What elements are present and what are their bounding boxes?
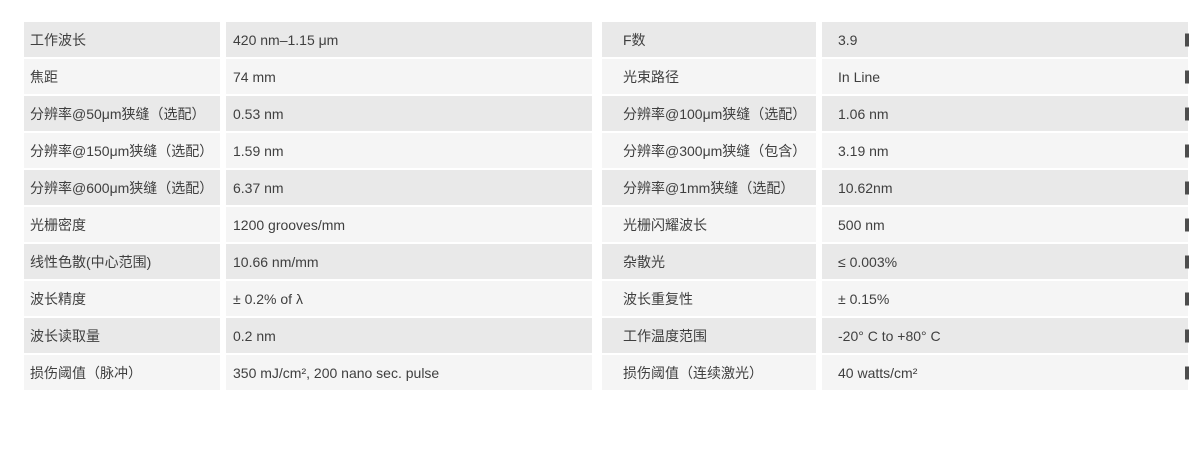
cutoff-text-fragment (1185, 107, 1189, 120)
cutoff-text-fragment (1185, 144, 1189, 157)
spec-row: 分辨率@50μm狭缝（选配） 0.53 nm (24, 96, 592, 133)
spec-label: 分辨率@300μm狭缝（包含） (602, 133, 822, 170)
cutoff-text-fragment (1185, 255, 1189, 268)
spec-row: 工作温度范围 -20° C to +80° C (602, 318, 1189, 355)
spec-label: 分辨率@600μm狭缝（选配） (24, 170, 226, 207)
specs-panel: 工作波长 420 nm–1.15 μm 焦距 74 mm 分辨率@50μm狭缝（… (24, 22, 1189, 392)
spec-value: ± 0.15% (822, 281, 1189, 318)
spec-row: 分辨率@100μm狭缝（选配） 1.06 nm (602, 96, 1189, 133)
spec-row: 工作波长 420 nm–1.15 μm (24, 22, 592, 59)
spec-label: 损伤阈值（连续激光） (602, 355, 822, 392)
spec-value: In Line (822, 59, 1189, 96)
spec-row: 分辨率@600μm狭缝（选配） 6.37 nm (24, 170, 592, 207)
spec-value: 420 nm–1.15 μm (226, 22, 592, 59)
spec-label: 光栅密度 (24, 207, 226, 244)
spec-row: 光栅闪耀波长 500 nm (602, 207, 1189, 244)
spec-label: F数 (602, 22, 822, 59)
spec-label: 分辨率@50μm狭缝（选配） (24, 96, 226, 133)
spec-row: 分辨率@1mm狭缝（选配） 10.62nm (602, 170, 1189, 207)
spec-value: 350 mJ/cm², 200 nano sec. pulse (226, 355, 592, 392)
spec-label: 波长读取量 (24, 318, 226, 355)
cutoff-text-fragment (1185, 70, 1189, 83)
spec-label: 工作温度范围 (602, 318, 822, 355)
spec-value: 0.53 nm (226, 96, 592, 133)
spec-row: 损伤阈值（连续激光） 40 watts/cm² (602, 355, 1189, 392)
spec-label: 光栅闪耀波长 (602, 207, 822, 244)
spec-row: 杂散光 ≤ 0.003% (602, 244, 1189, 281)
spec-table-right: F数 3.9 光束路径 In Line 分辨率@100μm狭缝（选配） 1.06… (602, 22, 1189, 392)
spec-value: 10.66 nm/mm (226, 244, 592, 281)
spec-row: 光束路径 In Line (602, 59, 1189, 96)
spec-label: 损伤阈值（脉冲） (24, 355, 226, 392)
spec-label: 焦距 (24, 59, 226, 96)
spec-row: 分辨率@150μm狭缝（选配） 1.59 nm (24, 133, 592, 170)
spec-row: 分辨率@300μm狭缝（包含） 3.19 nm (602, 133, 1189, 170)
spec-value: 3.9 (822, 22, 1189, 59)
spec-row: 光栅密度 1200 grooves/mm (24, 207, 592, 244)
spec-label: 光束路径 (602, 59, 822, 96)
spec-value: 0.2 nm (226, 318, 592, 355)
spec-value: 10.62nm (822, 170, 1189, 207)
spec-label: 波长精度 (24, 281, 226, 318)
spec-value: 74 mm (226, 59, 592, 96)
spec-value: ± 0.2% of λ (226, 281, 592, 318)
spec-value: 1.59 nm (226, 133, 592, 170)
spec-value: -20° C to +80° C (822, 318, 1189, 355)
cutoff-text-fragment (1185, 329, 1189, 342)
spec-label: 分辨率@1mm狭缝（选配） (602, 170, 822, 207)
spec-label: 工作波长 (24, 22, 226, 59)
cutoff-text-fragment (1185, 33, 1189, 46)
spec-label: 波长重复性 (602, 281, 822, 318)
spec-row: 损伤阈值（脉冲） 350 mJ/cm², 200 nano sec. pulse (24, 355, 592, 392)
spec-row: 波长精度 ± 0.2% of λ (24, 281, 592, 318)
cutoff-text-fragment (1185, 218, 1189, 231)
cutoff-text-fragment (1185, 181, 1189, 194)
spec-value: 1.06 nm (822, 96, 1189, 133)
spec-table-left: 工作波长 420 nm–1.15 μm 焦距 74 mm 分辨率@50μm狭缝（… (24, 22, 592, 392)
spec-label: 分辨率@100μm狭缝（选配） (602, 96, 822, 133)
spec-value: 500 nm (822, 207, 1189, 244)
spec-value: ≤ 0.003% (822, 244, 1189, 281)
spec-row: 线性色散(中心范围) 10.66 nm/mm (24, 244, 592, 281)
spec-label: 杂散光 (602, 244, 822, 281)
spec-value: 3.19 nm (822, 133, 1189, 170)
spec-label: 分辨率@150μm狭缝（选配） (24, 133, 226, 170)
spec-value: 40 watts/cm² (822, 355, 1189, 392)
spec-row: 波长读取量 0.2 nm (24, 318, 592, 355)
spec-label: 线性色散(中心范围) (24, 244, 226, 281)
spec-value: 1200 grooves/mm (226, 207, 592, 244)
spec-row: F数 3.9 (602, 22, 1189, 59)
spec-value: 6.37 nm (226, 170, 592, 207)
spec-row: 波长重复性 ± 0.15% (602, 281, 1189, 318)
cutoff-text-fragment (1185, 292, 1189, 305)
cutoff-text-fragment (1185, 366, 1189, 379)
spec-row: 焦距 74 mm (24, 59, 592, 96)
